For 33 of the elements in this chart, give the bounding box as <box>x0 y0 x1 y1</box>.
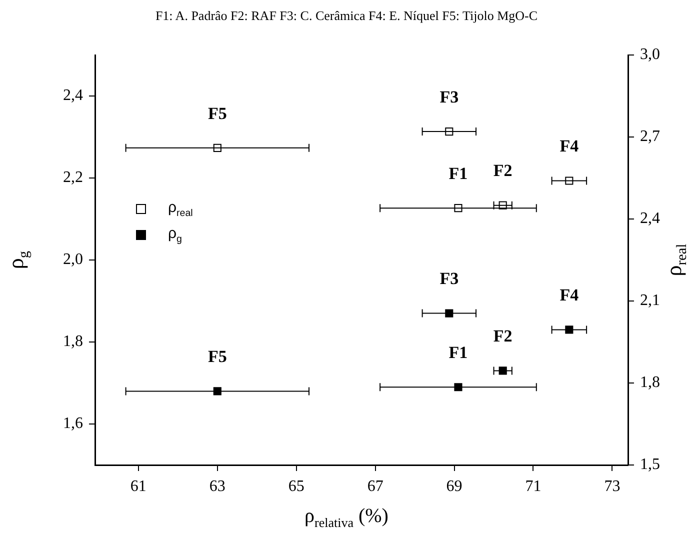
y2-tick-label: 2,4 <box>640 210 660 228</box>
data-label: F4 <box>560 286 580 305</box>
point <box>454 383 462 392</box>
data-label: F5 <box>208 104 227 123</box>
data-label: F1 <box>448 164 468 183</box>
y2-tick-label: 1,8 <box>640 374 660 392</box>
x-axis-title: ρ$_{relativa}$ (%) <box>304 505 390 531</box>
x-tick-label: 63 <box>209 478 226 495</box>
data-label: F5 <box>208 347 227 366</box>
x-tick-label: 65 <box>288 478 304 495</box>
y2-tick-label: 3,0 <box>640 46 660 64</box>
x-tick-label: 73 <box>604 478 620 495</box>
data-label: F4 <box>560 136 580 156</box>
data-label: F2 <box>493 326 512 346</box>
y-tick-label: 2,4 <box>63 87 83 104</box>
legend-label: ρ$_{real}$ <box>168 199 193 219</box>
chart-title: F1: A. Padrâo F2: RAF F3: C. Cerâmica F4: E. Níquel F5: Tijolo MgO-C <box>154 8 539 24</box>
data-label: F1 <box>448 342 468 362</box>
data-label: F3 <box>440 87 459 106</box>
legend-label: ρ$_{g}$ <box>168 225 182 245</box>
y2-tick-label: 1,5 <box>640 456 660 474</box>
x-tick-label: 61 <box>130 478 146 495</box>
y-tick-label: 2,2 <box>63 169 83 186</box>
y2-tick-label: 2,1 <box>640 292 660 310</box>
x-tick-label: 69 <box>446 478 462 495</box>
x-tick-label: 67 <box>367 478 384 495</box>
x-tick-label: 71 <box>525 478 542 495</box>
y-tick-label: 1,8 <box>63 333 83 350</box>
y-tick-label: 1,6 <box>63 415 83 432</box>
y-tick-label: 2,0 <box>63 251 83 268</box>
data-label: F3 <box>440 269 459 288</box>
y2-tick-label: 2,7 <box>640 128 660 146</box>
data-label: F2 <box>493 161 512 180</box>
